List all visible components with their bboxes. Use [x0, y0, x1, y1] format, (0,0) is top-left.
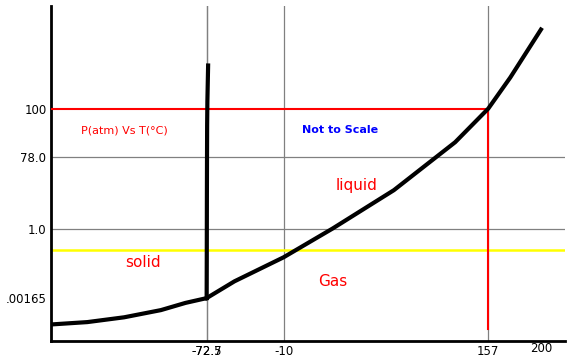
- Text: P(atm) Vs T(°C): P(atm) Vs T(°C): [81, 125, 168, 135]
- Text: Gas: Gas: [318, 274, 347, 289]
- Text: solid: solid: [124, 255, 160, 270]
- Text: 200: 200: [530, 343, 552, 356]
- Text: liquid: liquid: [336, 178, 378, 193]
- Text: Not to Scale: Not to Scale: [302, 125, 378, 135]
